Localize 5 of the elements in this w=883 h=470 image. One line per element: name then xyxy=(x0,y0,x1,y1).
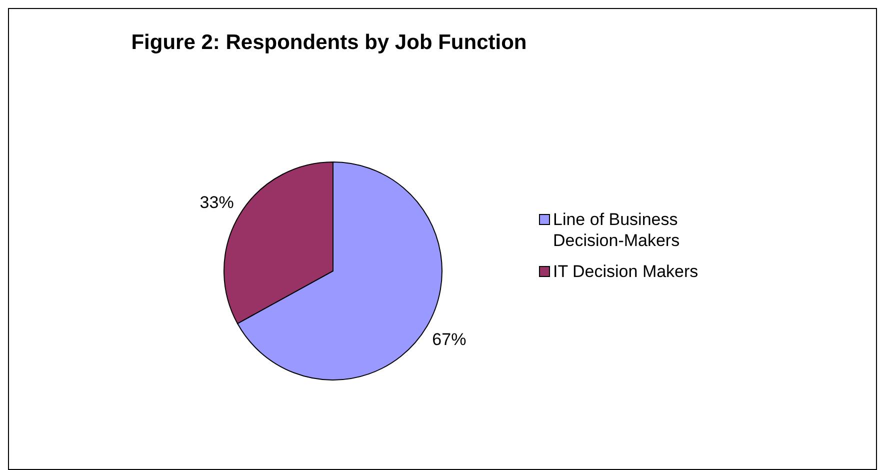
chart-title: Figure 2: Respondents by Job Function xyxy=(130,31,528,55)
data-label: 67% xyxy=(432,330,466,350)
data-label: 33% xyxy=(200,192,234,212)
legend-label: IT Decision Makers xyxy=(553,261,698,282)
legend-label: Line of Business Decision-Makers xyxy=(553,209,681,251)
